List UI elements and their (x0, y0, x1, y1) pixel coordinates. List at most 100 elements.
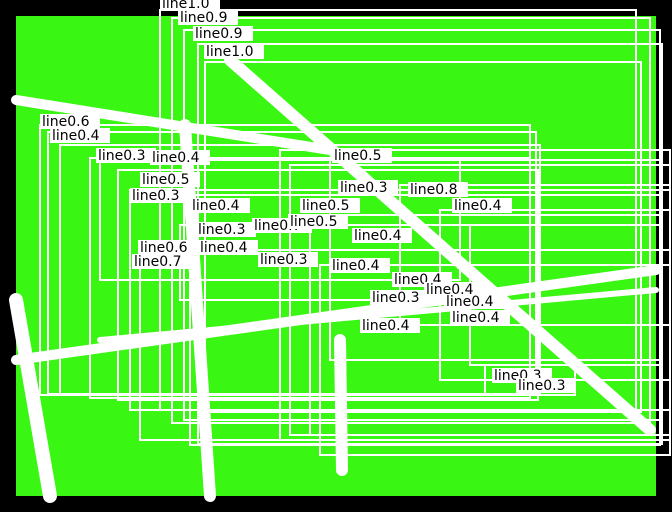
box-label-background (360, 318, 420, 333)
box-label-background (300, 198, 360, 213)
box-label: line0.4 (352, 228, 412, 244)
box-label-background (50, 128, 110, 143)
box-label-text: line0.8 (410, 182, 458, 198)
box-label-background (330, 258, 390, 273)
box-label-background (452, 198, 512, 213)
box-label: line0.4 (330, 258, 390, 274)
detection-boxes (39, 9, 671, 456)
box-label: line0.3 (96, 148, 156, 164)
box-label-text: line0.4 (454, 198, 502, 214)
box-label-text: line0.4 (362, 318, 410, 334)
box-label: line0.4 (424, 282, 484, 298)
box-label-background (130, 188, 190, 203)
box-label-background (516, 378, 576, 393)
box-label: line1.0 (204, 44, 264, 60)
box-label-text: line0.3 (260, 252, 308, 268)
box-label-text: line1.0 (162, 0, 210, 12)
box-label-text: line0.4 (152, 150, 200, 166)
box-label-text: line0.9 (180, 10, 228, 26)
box-label: line1.0 (160, 0, 220, 12)
box-label-background (196, 222, 256, 237)
box-label-text: line0.4 (446, 294, 494, 310)
box-label: line0.9 (178, 10, 238, 26)
box-label-background (178, 10, 238, 25)
box-label-text: line0.4 (192, 198, 240, 214)
box-label-text: line0.4 (52, 128, 100, 144)
box-label: line0.4 (450, 310, 510, 326)
box-label-text: line0.4 (452, 310, 500, 326)
box-label-background (132, 254, 192, 269)
box-label: line0.4 (198, 240, 258, 256)
box-label-text: line0.3 (198, 222, 246, 238)
box-label: line0.9 (193, 26, 253, 42)
box-label-text: line0.5 (334, 148, 382, 164)
box-label-text: line0.3 (132, 188, 180, 204)
box-label-text: line1.0 (206, 44, 254, 60)
road-stroke (9, 293, 57, 503)
box-label-text: line0.6 (42, 114, 90, 130)
box-label: line0.3 (130, 188, 190, 204)
box-label: line0.6 (40, 114, 100, 130)
box-label: line0.4 (190, 198, 250, 214)
box-label: line0.5 (288, 214, 348, 230)
box-label: line0.3 (516, 378, 576, 394)
box-label-text: line0.3 (340, 180, 388, 196)
box-label-text: line0.4 (332, 258, 380, 274)
box-label-text: line0.3 (98, 148, 146, 164)
road-stroke (334, 334, 348, 476)
box-label-background (204, 44, 264, 59)
box-label-background (288, 214, 348, 229)
box-label: line0.3 (258, 252, 318, 268)
box-label-background (352, 228, 412, 243)
box-label-background (370, 290, 430, 305)
box-label: line0.4 (150, 150, 210, 166)
box-label-text: line0.5 (302, 198, 350, 214)
box-label-background (408, 182, 468, 197)
box-label: line0.4 (444, 294, 504, 310)
road-stroke (11, 265, 661, 365)
box-label-text: line0.5 (142, 172, 190, 188)
box-label-background (150, 150, 210, 165)
detection-box (117, 169, 539, 401)
box-label: line0.4 (360, 318, 420, 334)
box-label: line0.5 (332, 148, 392, 164)
box-label-text: line0.9 (195, 26, 243, 42)
box-label-background (160, 0, 220, 11)
box-label: line0.3 (338, 180, 398, 196)
box-label: line0.3 (196, 222, 256, 238)
box-label-background (332, 148, 392, 163)
box-label-background (190, 198, 250, 213)
box-label-text: line0.3 (372, 290, 420, 306)
box-label-background (138, 240, 198, 255)
box-label: line0.6 (138, 240, 198, 256)
box-label: line0.3 (370, 290, 430, 306)
detection-box (99, 159, 461, 281)
box-label-text: line0.4 (200, 240, 248, 256)
box-label-text: line0.7 (134, 254, 182, 270)
box-label: line0.5 (300, 198, 360, 214)
box-label: line0.4 (50, 128, 110, 144)
box-label-background (450, 310, 510, 325)
box-labels: line1.0line0.9line0.9line1.0line0.6line0… (40, 0, 576, 394)
box-label-text: line0.4 (354, 228, 402, 244)
box-label: line0.8 (408, 182, 468, 198)
box-label-background (424, 282, 484, 297)
road-stroke (97, 287, 659, 343)
road-strokes (9, 54, 661, 503)
box-label-text: line0.3 (518, 378, 566, 394)
box-label: line0.7 (132, 254, 192, 270)
box-label-text: line0.5 (290, 214, 338, 230)
box-label-background (140, 172, 200, 187)
box-label-background (444, 294, 504, 309)
box-label-text: line0.6 (140, 240, 188, 256)
box-label-background (193, 26, 253, 41)
box-label-background (338, 180, 398, 195)
detection-box (59, 144, 541, 396)
box-label-background (198, 240, 258, 255)
detection-box (171, 17, 651, 424)
box-label-background (96, 148, 156, 163)
box-label: line0.5 (140, 172, 200, 188)
box-label-background (40, 114, 100, 129)
box-label: line0.4 (452, 198, 512, 214)
